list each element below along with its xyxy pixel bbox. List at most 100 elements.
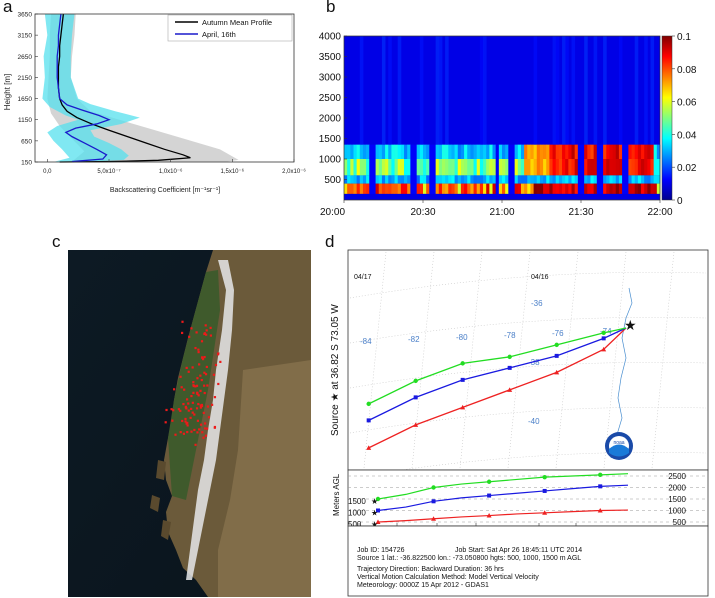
heatmap-cell <box>476 159 481 176</box>
height-marker <box>542 510 548 515</box>
heatmap-cell <box>400 144 405 159</box>
fire-dot <box>187 370 190 373</box>
heatmap-cell <box>590 159 595 176</box>
heatmap-cell <box>375 183 380 194</box>
fire-dot <box>181 419 184 423</box>
heatmap-cell <box>603 36 607 145</box>
heatmap-cell <box>419 183 424 194</box>
heatmap-cell <box>565 144 569 159</box>
x-axis-label: Backscattering Coefficient [m⁻¹sr⁻¹] <box>110 187 220 194</box>
fire-dot <box>203 371 206 374</box>
heatmap-cell <box>347 183 351 194</box>
heatmap-cell <box>378 144 383 159</box>
heatmap-cell <box>650 36 655 145</box>
heatmap-cell <box>622 159 626 176</box>
heatmap-cell <box>479 159 484 176</box>
heatmap-cell <box>558 159 563 176</box>
right-height-label: 1000 <box>668 507 686 516</box>
heatmap-cell <box>356 159 361 176</box>
heatmap-cell <box>628 175 632 184</box>
heatmap-cell <box>429 144 433 159</box>
heatmap-cell <box>489 183 493 194</box>
fire-dot <box>212 373 216 376</box>
heatmap-cell <box>634 36 639 145</box>
heatmap-cell <box>644 36 648 145</box>
heatmap-cell <box>568 175 572 184</box>
height-line-500 <box>377 509 629 523</box>
fire-dot <box>174 433 177 436</box>
heatmap-cell <box>369 159 373 176</box>
heatmap-cell <box>457 144 462 159</box>
heatmap-cell <box>479 144 484 159</box>
heatmap-cell <box>388 159 392 176</box>
heatmap-cell <box>385 144 389 159</box>
heatmap-cell <box>473 175 478 184</box>
heatmap-cell <box>581 175 585 184</box>
heatmap-cell <box>562 183 566 194</box>
fire-dot <box>197 402 200 406</box>
heatmap-cell <box>565 183 569 194</box>
heatmap-cell <box>432 159 437 176</box>
heatmap-cell <box>533 144 538 159</box>
height-marker <box>431 499 436 504</box>
heatmap-cell <box>603 159 607 176</box>
heatmap-cell <box>470 175 474 184</box>
fire-dot <box>179 409 182 412</box>
heatmap-cell <box>622 175 626 184</box>
heatmap-cell <box>536 175 541 184</box>
heatmap-cell <box>467 159 471 176</box>
heatmap-cell <box>546 175 550 184</box>
heatmap-cell <box>637 183 642 194</box>
heatmap-cell <box>574 144 579 159</box>
heatmap-cell <box>555 175 560 184</box>
heatmap-cell <box>520 159 525 176</box>
heatmap-cell <box>438 183 443 194</box>
heatmap-cell <box>366 144 370 159</box>
heatmap-cell <box>353 183 358 194</box>
heatmap-cell <box>362 183 367 194</box>
heatmap-cell <box>514 175 519 184</box>
heatmap-cell <box>397 183 402 194</box>
heatmap-cell <box>385 159 389 176</box>
heatmap-cell <box>419 36 424 145</box>
heatmap-cell <box>520 175 525 184</box>
heatmap-cell <box>467 144 471 159</box>
heatmap-cell <box>451 183 455 194</box>
height-marker <box>542 474 547 480</box>
x-tick-label: 1,5x10⁻⁶ <box>221 168 245 175</box>
heatmap-cell <box>527 175 531 184</box>
y-tick-label: 2150 <box>18 75 33 82</box>
height-marker <box>487 493 492 498</box>
heatmap-cell <box>400 183 405 194</box>
y-tick-label: 3500 <box>319 52 342 63</box>
heatmap-cell <box>347 144 351 159</box>
heatmap-cell <box>460 175 465 184</box>
heatmap-cell <box>483 183 487 194</box>
heatmap-cell <box>400 159 405 176</box>
heatmap-cell <box>631 183 636 194</box>
heatmap-cell <box>404 175 408 184</box>
heatmap-cell <box>562 144 566 159</box>
fire-dot <box>205 427 209 430</box>
heatmap-cell <box>410 159 414 176</box>
heatmap-cell <box>445 183 449 194</box>
height-line-1000 <box>377 484 629 512</box>
heatmap-cell <box>653 144 658 159</box>
heatmap-cell <box>435 36 440 145</box>
trajectory-marker <box>601 346 607 352</box>
heatmap-cell <box>495 183 500 194</box>
fire-dot <box>201 357 205 361</box>
right-height-label: 500 <box>673 518 687 527</box>
heatmap-cell <box>644 175 648 184</box>
y-tick-label: 4000 <box>319 32 342 43</box>
heatmap-cell <box>584 36 588 145</box>
heatmap-cell <box>451 144 455 159</box>
fire-dot <box>199 423 203 426</box>
heatmap-cell <box>539 183 544 194</box>
heatmap-cell <box>476 175 481 184</box>
fire-dot <box>188 335 191 338</box>
heatmap-cell <box>511 159 516 176</box>
heatmap-cell <box>492 183 497 194</box>
heatmap-cell <box>618 144 623 159</box>
heatmap-cell <box>404 183 408 194</box>
